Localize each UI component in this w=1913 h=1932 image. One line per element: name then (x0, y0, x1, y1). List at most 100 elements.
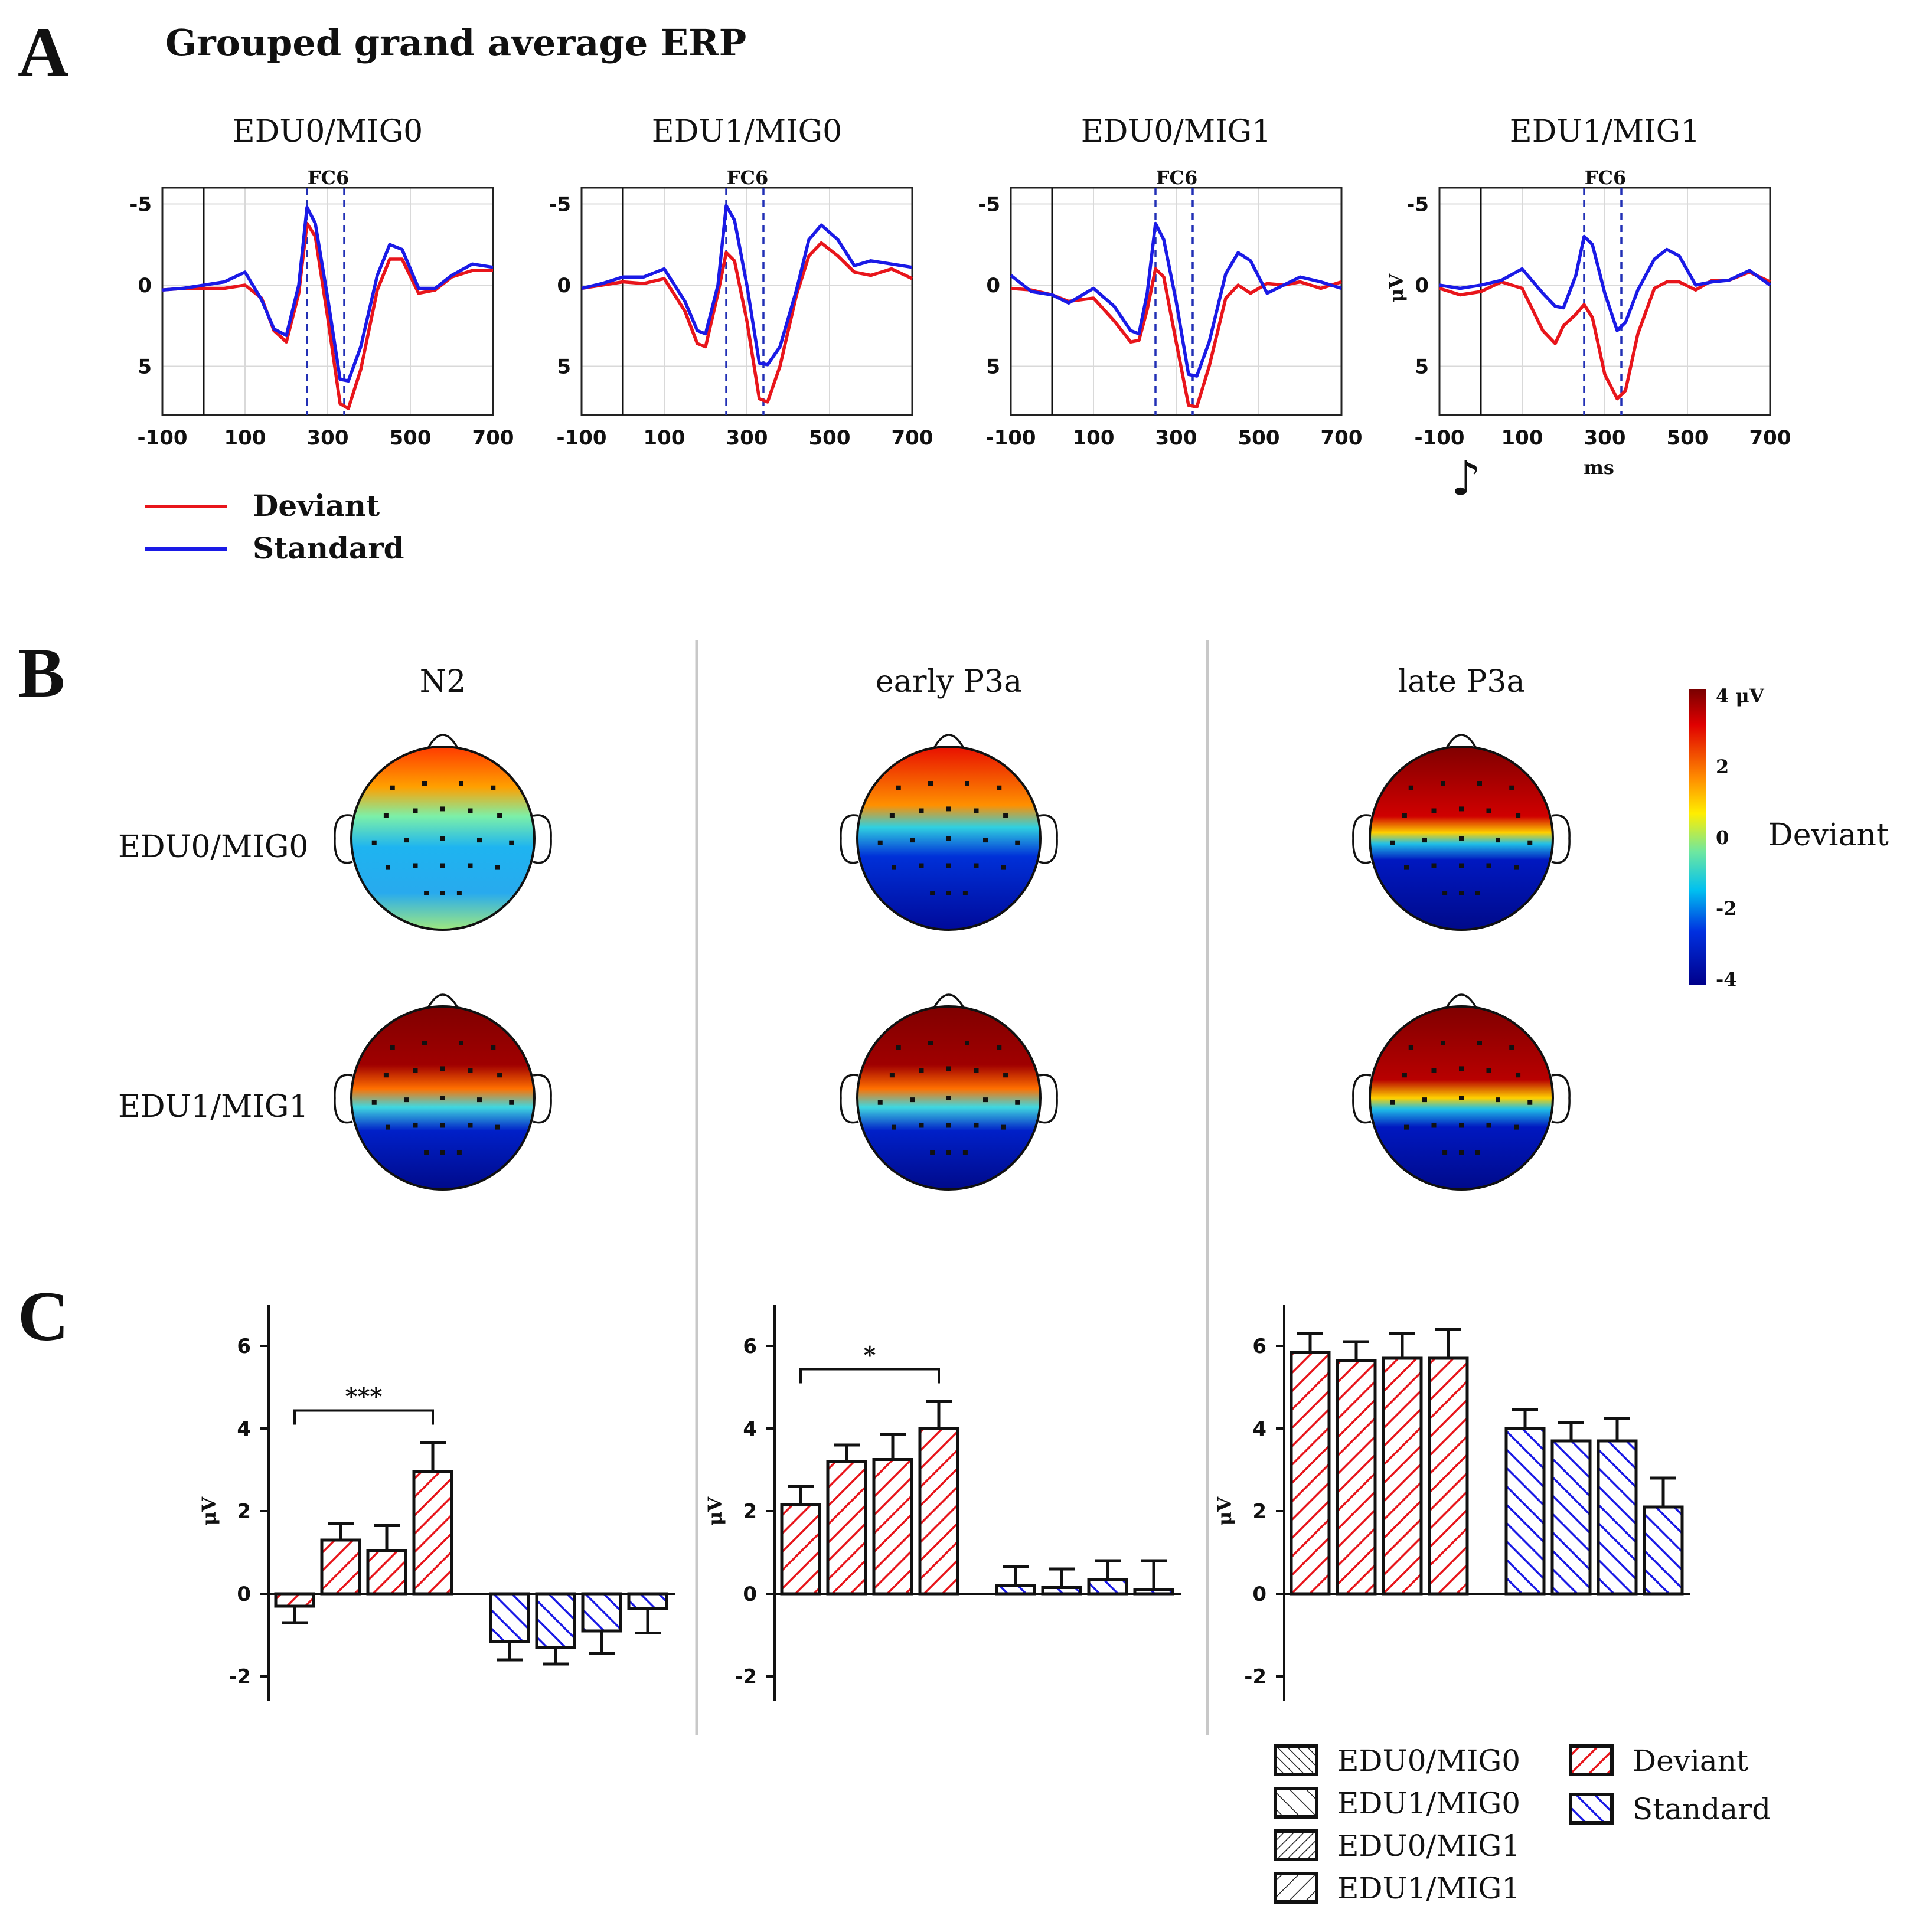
electrode-dot (413, 1123, 418, 1128)
nose (1445, 734, 1478, 750)
electrode-dot (1408, 1045, 1413, 1050)
y-tick-label: 2 (237, 1500, 251, 1524)
topomap-1-2 (840, 734, 1058, 931)
y-tick-label: -5 (978, 193, 1000, 217)
bar-deviant (780, 1503, 821, 1596)
panel-label-a: A (18, 12, 69, 91)
electrode-dot (930, 891, 935, 895)
electrode-dot (1514, 1124, 1519, 1130)
x-tick-label: 500 (809, 426, 851, 450)
legend-label-standard: Standard (1633, 1792, 1771, 1826)
bar-standard (1550, 1439, 1592, 1596)
electrode-dot (1477, 1041, 1482, 1045)
electrode-dot (440, 1150, 445, 1155)
electrode-dot (1015, 840, 1020, 845)
x-tick-label: 700 (1749, 426, 1791, 450)
legend-deviant-label: Deviant (253, 488, 380, 523)
topomap-1-1 (334, 734, 552, 931)
electrode-dot (1459, 1150, 1464, 1155)
electrode-dot (477, 1097, 482, 1103)
electrode-dot (1001, 1124, 1006, 1130)
y-tick-label: -2 (734, 1665, 757, 1689)
y-tick-label: 5 (986, 355, 1000, 379)
electrode-dot (930, 1150, 935, 1155)
legend-label-edu1-mig1: EDU1/MIG1 (1337, 1871, 1520, 1905)
erp-line-standard (1439, 234, 1771, 332)
y-tick-label: 4 (237, 1417, 251, 1441)
y-tick-label: -2 (1244, 1665, 1266, 1689)
bar-deviant (918, 1427, 959, 1596)
electrode-dot (509, 840, 514, 845)
electrode-dot (1496, 838, 1500, 843)
topomap-2-3 (1352, 993, 1571, 1191)
left-ear (334, 1074, 353, 1124)
electrode-dot (459, 1041, 463, 1045)
bar-deviant (320, 1538, 361, 1596)
electrode-dot (946, 1150, 951, 1155)
bar-deviant (412, 1470, 453, 1596)
x-tick-label: 100 (224, 426, 266, 450)
electrode-dot (889, 1073, 895, 1078)
bar-deviant (366, 1549, 407, 1596)
y-tick-label: 0 (138, 274, 152, 298)
electrode-dot (386, 865, 390, 870)
electrode-dot (1486, 808, 1491, 813)
electrode-dot (928, 781, 933, 786)
x-tick-label: 300 (1584, 426, 1626, 450)
y-axis-label: μV (198, 1496, 220, 1525)
x-tick-label: 700 (892, 426, 933, 450)
electrode-dot (1459, 891, 1464, 895)
x-tick-label: 300 (726, 426, 768, 450)
colorbar-tick-4: 4 μV (1716, 685, 1765, 707)
bar-legend: EDU0/MIG0 EDU1/MIG0 EDU0/MIG1 EDU1/MIG1 … (1274, 1744, 1771, 1905)
topo-row-label-2: EDU1/MIG1 (118, 1089, 309, 1124)
electrode-dot (1459, 806, 1464, 812)
electrode-dot (424, 891, 429, 895)
x-tick-label: 100 (1501, 426, 1543, 450)
y-tick-label: 0 (557, 274, 571, 298)
right-ear (1039, 814, 1058, 864)
electrode-label: FC6 (727, 166, 768, 189)
electrode-dot (468, 808, 473, 813)
electrode-dot (919, 863, 924, 868)
left-ear (1352, 1074, 1372, 1124)
electrode-dot (422, 1041, 427, 1045)
legend-label-deviant: Deviant (1633, 1744, 1748, 1778)
electrode-dot (919, 1123, 924, 1128)
electrode-dot (371, 1100, 377, 1105)
electrode-dot (946, 1096, 951, 1100)
bar-chart-3: 6 4 2 0 -2 μV (1213, 1305, 1690, 1701)
y-tick-label: 4 (743, 1417, 757, 1441)
stimulus-note-icon: ♪ (1451, 451, 1481, 506)
electrode-dot (1475, 891, 1480, 895)
electrode-dot (892, 865, 896, 870)
erp-plot-title: EDU0/MIG1 (1081, 114, 1272, 149)
electrode-dot (468, 1068, 473, 1073)
electrode-dot (946, 806, 951, 812)
topo-title-late-p3a: late P3a (1398, 664, 1525, 699)
electrode-label: FC6 (1585, 166, 1626, 189)
nose (932, 734, 965, 750)
erp-plot-title: EDU1/MIG0 (652, 114, 843, 149)
colorbar-tick-0: 0 (1716, 826, 1729, 849)
electrode-dot (1404, 865, 1409, 870)
x-tick-label: 500 (1667, 426, 1709, 450)
electrode-dot (1003, 813, 1008, 818)
electrode-dot (946, 891, 951, 895)
electrode-dot (424, 1150, 429, 1155)
electrode-dot (877, 1100, 883, 1105)
electrode-dot (404, 1097, 409, 1103)
bar-standard (1597, 1439, 1638, 1596)
y-tick-label: 5 (557, 355, 571, 379)
significance-bracket (799, 1368, 940, 1384)
x-tick-label: 100 (1073, 426, 1115, 450)
panel-label-b: B (18, 633, 65, 712)
colorbar-condition-label: Deviant (1768, 818, 1889, 853)
erp-plot-4: EDU1/MIG1 FC6 -100 100 300 500 700 -5 0 5 ms μV ♪ (1385, 114, 1791, 506)
topomap-2-1 (334, 993, 552, 1191)
electrode-dot (477, 838, 482, 843)
erp-line-standard (162, 205, 494, 383)
electrode-dot (1390, 1100, 1395, 1105)
